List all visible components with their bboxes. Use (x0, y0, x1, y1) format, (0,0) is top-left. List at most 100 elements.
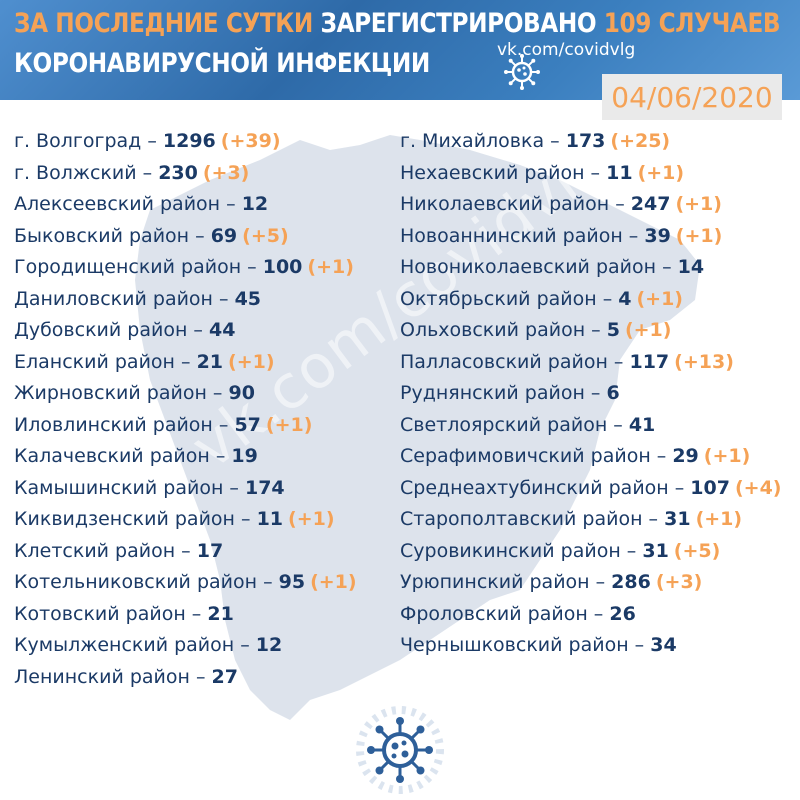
district-total: 90 (228, 382, 255, 404)
district-name: Быковский район – (14, 224, 205, 247)
district-name: Жирновский район – (14, 382, 223, 404)
district-increase: (+1) (636, 287, 683, 310)
date-badge: 04/06/2020 (602, 74, 782, 120)
district-total: 12 (255, 634, 283, 656)
district-increase: (+1) (288, 508, 335, 530)
district-total: 174 (244, 476, 285, 499)
district-row: Ленинский район – 27 (14, 662, 357, 694)
site-url: vk.com/covidvlg (497, 40, 636, 60)
district-total: 117 (629, 350, 670, 373)
district-row: Иловлинский район – 57 (+1) (14, 410, 357, 442)
district-row: г. Волжский – 230 (+3) (14, 158, 357, 190)
district-row: Ольховский район – 5 (+1) (400, 315, 781, 347)
district-increase: (+1) (310, 571, 357, 593)
district-row: Еланский район – 21 (+1) (14, 347, 357, 379)
district-total: 27 (211, 665, 238, 688)
district-total: 5 (606, 319, 620, 341)
headline-registered: ЗАРЕГИСТРИРОВАНО (320, 8, 597, 39)
district-increase: (+25) (610, 130, 671, 152)
district-total: 4 (618, 287, 632, 310)
district-increase: (+4) (734, 476, 782, 499)
headline-line-2: КОРОНАВИРУСНОЙ ИНФЕКЦИИ (14, 48, 430, 79)
district-row: Серафимовичский район – 29 (+1) (400, 441, 781, 473)
district-row: г. Михайловка – 173 (+25) (400, 126, 781, 158)
district-row: Киквидзенский район – 11 (+1) (14, 504, 357, 536)
district-increase: (+5) (673, 539, 721, 562)
district-total: 21 (196, 350, 224, 373)
district-increase: (+1) (637, 161, 685, 184)
district-total: 31 (642, 539, 669, 562)
district-name: Николаевский район – (400, 193, 625, 215)
district-total: 11 (256, 508, 284, 530)
district-total: 11 (606, 161, 633, 184)
district-name: Кумылженский район – (14, 634, 250, 656)
district-increase: (+1) (265, 413, 313, 436)
district-name: Серафимовичский район – (400, 445, 667, 467)
district-total: 21 (207, 602, 234, 625)
district-increase: (+1) (624, 319, 672, 341)
district-total: 69 (210, 224, 238, 247)
district-name: Еланский район – (14, 350, 191, 373)
district-row: Быковский район – 69 (+5) (14, 221, 357, 253)
district-row: Кумылженский район – 12 (14, 630, 357, 662)
district-name: г. Волгоград – (14, 130, 157, 152)
district-total: 57 (234, 413, 261, 436)
district-name: Палласовский район – (400, 350, 624, 373)
district-row: Котовский район – 21 (14, 599, 357, 631)
district-name: г. Михайловка – (400, 130, 560, 152)
district-increase: (+1) (695, 508, 743, 530)
district-name: Киквидзенский район – (14, 508, 251, 530)
district-row: Клетский район – 17 (14, 536, 357, 568)
headline-cases-count: 109 СЛУЧАЕВ (603, 8, 781, 39)
district-name: Клетский район – (14, 539, 191, 562)
district-total: 39 (644, 224, 671, 247)
district-increase: (+1) (307, 256, 354, 278)
district-row: Среднеахтубинский район – 107 (+4) (400, 473, 781, 505)
district-row: Котельниковский район – 95 (+1) (14, 567, 357, 599)
district-row: Новоаннинский район – 39 (+1) (400, 221, 781, 253)
district-name: Фроловский район – (400, 602, 604, 625)
district-name: Светлоярский район – (400, 413, 623, 436)
district-total: 26 (609, 602, 636, 625)
district-name: Суровикинский район – (400, 539, 637, 562)
district-name: Урюпинский район – (400, 571, 606, 593)
district-total: 44 (208, 319, 236, 341)
district-row: Палласовский район – 117 (+13) (400, 347, 781, 379)
virus-icon-bottom (356, 706, 444, 794)
district-name: Руднянский район – (400, 382, 601, 404)
district-name: Калачевский район – (14, 445, 226, 467)
district-total: 95 (278, 571, 306, 593)
district-name: Чернышковский район – (400, 634, 645, 656)
district-total: 41 (628, 413, 656, 436)
district-total: 34 (650, 634, 677, 656)
district-row: Руднянский район – 6 (400, 378, 781, 410)
district-name: Старополтавский район – (400, 508, 659, 530)
district-total: 173 (565, 130, 606, 152)
headline-line-1: ЗА ПОСЛЕДНИЕ СУТКИ ЗАРЕГИСТРИРОВАНО 109 … (14, 8, 781, 39)
district-total: 6 (606, 382, 620, 404)
district-total: 230 (158, 161, 198, 184)
right-district-list: г. Михайловка – 173 (+25) Нехаевский район… (400, 126, 781, 662)
district-total: 286 (611, 571, 651, 593)
virus-icon-header (504, 54, 540, 90)
district-name: Котовский район – (14, 602, 202, 625)
district-name: Среднеахтубинский район – (400, 476, 685, 499)
district-name: Новоаннинский район – (400, 224, 639, 247)
district-name: Котельниковский район – (14, 571, 273, 593)
district-name: Алексеевский район – (14, 193, 236, 215)
district-name: Камышинский район – (14, 476, 239, 499)
district-increase: (+1) (228, 350, 275, 373)
district-name: Даниловский район – (14, 287, 229, 310)
district-name: Дубовский район – (14, 319, 203, 341)
district-row: Октябрьский район – 4 (+1) (400, 284, 781, 316)
district-row: Алексеевский район – 12 (14, 189, 357, 221)
district-increase: (+3) (655, 571, 703, 593)
district-increase: (+1) (703, 445, 751, 467)
district-name: Ленинский район – (14, 665, 206, 688)
district-total: 107 (690, 476, 730, 499)
district-total: 19 (231, 445, 258, 467)
district-increase: (+13) (674, 350, 734, 373)
left-district-list: г. Волгоград – 1296 (+39) г. Волжский – 23… (14, 126, 357, 693)
district-increase: (+39) (220, 130, 281, 152)
